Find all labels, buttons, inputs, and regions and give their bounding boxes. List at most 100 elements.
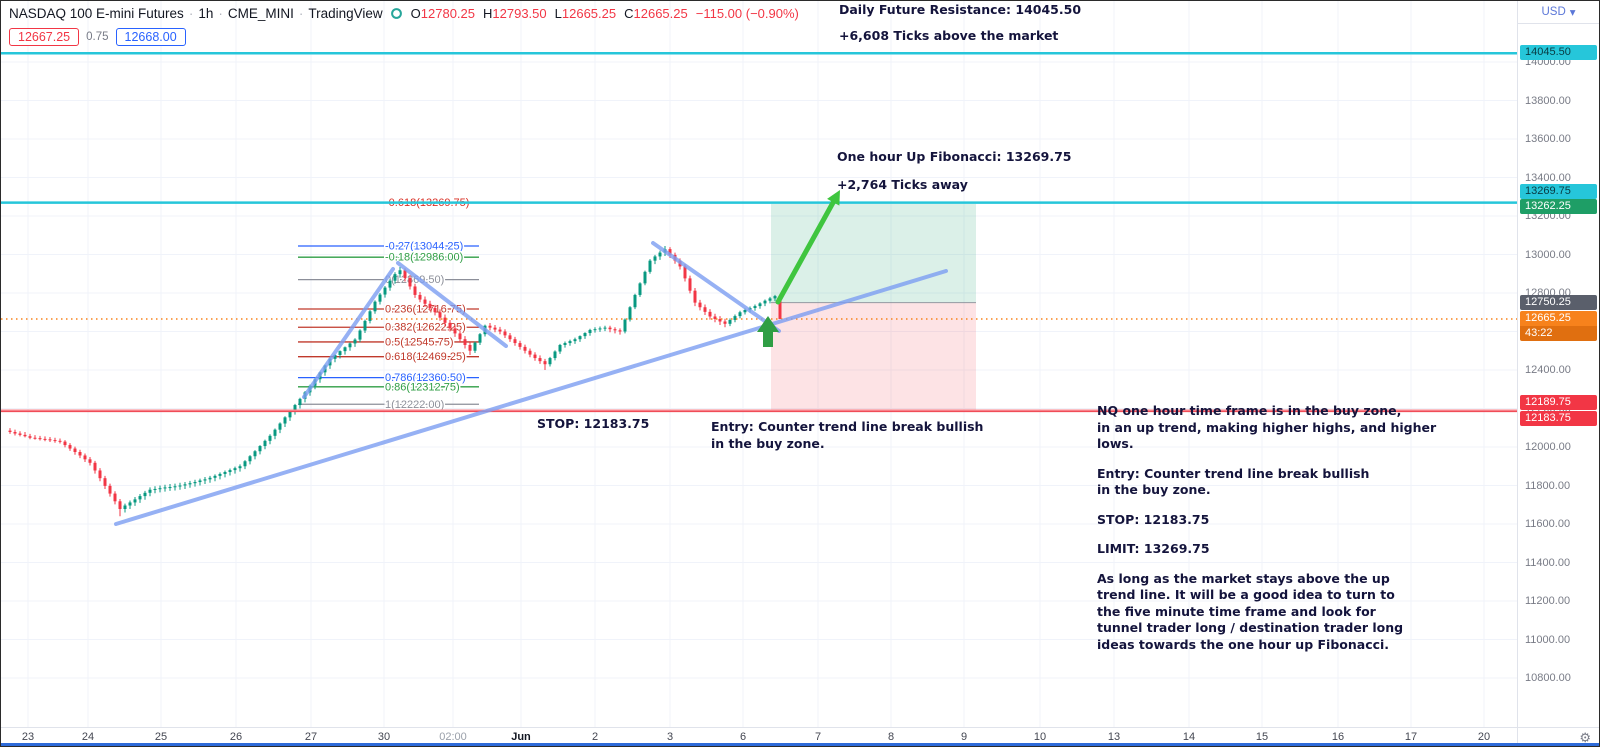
note-paragraph: LIMIT: 13269.75 [1097,541,1210,556]
time-axis-label: 17 [1404,731,1418,743]
time-axis-label: 15 [1255,731,1269,743]
rally-trend-line[interactable] [302,267,395,399]
svg-text:0.236(12716.75): 0.236(12716.75) [385,304,466,316]
chart-pane[interactable]: -0.618(13269.75)-0.27(13044.25)-0.18(129… [1,1,1517,727]
time-axis-label: 2 [591,731,599,743]
fib-retracement[interactable]: -0.618(13269.75)-0.27(13044.25)-0.18(129… [298,196,479,412]
ohlc-values: O12780.25 H12793.50 L12665.25 C12665.25 … [411,6,799,21]
time-axis-label: 20 [1477,731,1491,743]
stop-label[interactable]: STOP: 12183.75 [537,416,650,431]
provider-label: TradingView [308,6,383,21]
time-axis-label: 27 [304,731,318,743]
gridlines [1,1,1517,727]
entry-arrow-marker[interactable] [757,316,779,347]
high-label: H [483,6,493,21]
price-badge: 12183.75 [1520,410,1597,426]
price-axis-label: 13400.00 [1525,171,1571,184]
time-axis-label: 10 [1033,731,1047,743]
price-axis-label: 11200.00 [1525,595,1571,607]
time-axis-label: 16 [1331,731,1345,743]
up-trend-line[interactable] [114,269,948,526]
sell-bid-button[interactable]: 12667.25 [9,28,80,46]
low-value: 12665.25 [561,6,617,21]
time-axis-label: 24 [81,731,95,743]
price-axis-label: 11600.00 [1525,518,1571,530]
axis-corner: ⚙ [1517,727,1599,746]
time-axis-label: Jun [511,731,531,743]
price-badge: 12665.25 43:22 [1520,310,1597,341]
chart-legend: NASDAQ 100 E-mini Futures · 1h · CME_MIN… [9,6,799,46]
close-label: C [624,6,634,21]
long-position-tool[interactable] [771,204,976,411]
buy-ask-button[interactable]: 12668.00 [115,28,186,46]
note-paragraph: Entry: Counter trend line break bullish … [1097,465,1370,498]
symbol-title[interactable]: NASDAQ 100 E-mini Futures [9,6,184,21]
time-axis-label: 8 [887,731,895,743]
price-badge: 13262.25 [1520,199,1597,215]
market-status-icon[interactable] [390,7,403,20]
svg-text:1(12222.00): 1(12222.00) [385,399,444,411]
open-value: 12780.25 [420,6,476,21]
countdown-timer: 43:22 [1520,325,1597,341]
separator: · [218,6,223,21]
time-axis-label: 13 [1107,731,1121,743]
time-axis-label: 23 [21,731,35,743]
currency-label: USD [1541,6,1566,18]
price-axis-label: 12000.00 [1525,441,1571,453]
separator: · [298,6,304,21]
open-label: O [410,6,421,21]
settings-icon[interactable]: ⚙ [1579,729,1591,745]
price-axis-label: 10800.00 [1525,672,1571,684]
price-badge: 12189.75 [1520,395,1597,411]
bottom-window-border [1,743,1599,746]
time-axis-label: 9 [960,731,968,743]
interval-label[interactable]: 1h [198,6,214,21]
price-axis-label: 11400.00 [1525,556,1571,569]
time-scale[interactable]: 23 24 25 26 27 30 02:00 Jun 2 3 6 7 8 9 10 13 14 15 16 17 20 [1,727,1517,746]
ticks-away-label[interactable]: +2,764 Ticks away [837,177,968,192]
price-axis-label: 13600.00 [1525,133,1571,145]
note-paragraph: NQ one hour time frame is in the buy zon… [1097,403,1437,451]
note-paragraph: STOP: 12183.75 [1097,511,1210,527]
counter-trend-line-1[interactable] [396,261,508,348]
time-axis-label: 3 [666,731,674,743]
time-axis-label: 25 [154,731,168,743]
svg-text:0.5(12545.75): 0.5(12545.75) [385,336,454,348]
price-axis-label: 13800.00 [1525,94,1571,107]
separator: · [188,6,194,21]
price-badge: 14045.50 [1520,45,1597,61]
change-value: −115.00 (−0.90%) [695,6,799,21]
note-paragraph: As long as the market stays above the up… [1097,570,1404,652]
price-scale[interactable]: USD ▾ 14000.00 13800.00 13600.00 13400.00 13… [1517,1,1599,727]
svg-text:0.382(12622.25): 0.382(12622.25) [385,322,466,334]
svg-text:-0.18(12986.00): -0.18(12986.00) [385,252,463,264]
fib-target-label[interactable]: One hour Up Fibonacci: 13269.75 [837,149,1072,164]
exchange-label: CME_MINI [227,6,294,21]
time-axis-label: 02:00 [439,731,467,743]
ticks-above-label[interactable]: +6,608 Ticks above the market [839,28,1059,43]
svg-text:-0.27(13044.25): -0.27(13044.25) [385,240,463,252]
entry-label[interactable]: Entry: Counter trend line break bullish … [711,419,984,451]
high-value: 12793.50 [492,6,547,21]
time-axis-label: 14 [1182,731,1196,743]
time-axis-label: 26 [229,731,243,743]
price-axis-label: 11800.00 [1525,479,1571,492]
svg-text:0.786(12360.50): 0.786(12360.50) [385,372,466,384]
price-axis-label: 12400.00 [1525,364,1571,376]
time-axis-label: 6 [739,731,747,743]
close-value: 12665.25 [633,6,688,21]
price-axis-label: 13000.00 [1525,248,1571,261]
trade-plan-note[interactable]: NQ one hour time frame is in the buy zon… [1097,403,1457,666]
svg-text:0.86(12312.75): 0.86(12312.75) [385,381,460,393]
target-arrow[interactable] [775,190,840,305]
time-axis-label: 30 [377,731,391,743]
counter-trend-line-2[interactable] [651,241,781,333]
price-badge: 12750.25 [1520,294,1597,310]
spread-value: 0.75 [86,31,109,43]
chevron-down-icon: ▾ [1569,7,1576,19]
low-label: L [554,6,562,21]
currency-selector[interactable]: USD ▾ [1518,1,1599,24]
daily-resistance-label[interactable]: Daily Future Resistance: 14045.50 [839,2,1082,17]
price-axis-label: 11000.00 [1525,633,1571,646]
